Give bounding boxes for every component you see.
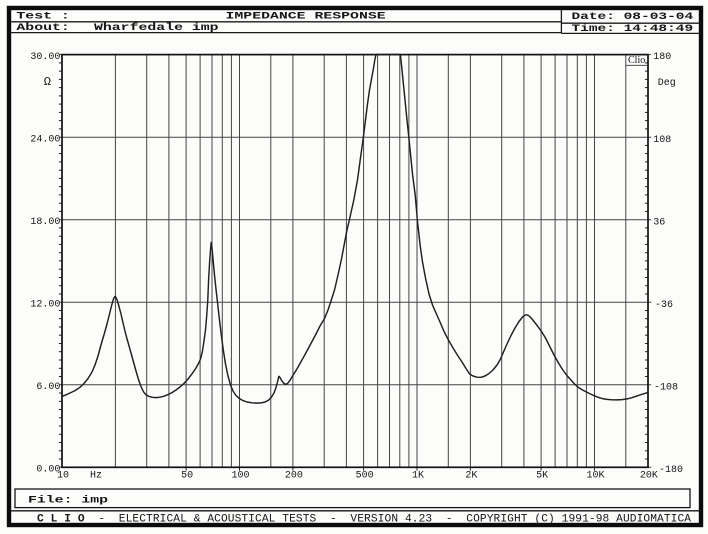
svg-text:Time: 14:48:49: Time: 14:48:49 — [571, 22, 693, 34]
svg-text:50: 50 — [181, 471, 193, 482]
svg-text:C L I O - ELECTRICAL & ACOUS: C L I O - ELECTRICAL & ACOUSTICAL TESTS … — [37, 514, 691, 526]
svg-text:108: 108 — [653, 135, 671, 146]
svg-text:Deg: Deg — [658, 78, 676, 89]
svg-text:12.00: 12.00 — [30, 300, 60, 311]
svg-text:About:: About: — [16, 21, 69, 33]
svg-text:100: 100 — [231, 471, 249, 482]
svg-text:-36: -36 — [655, 300, 673, 311]
svg-text:20K: 20K — [640, 471, 658, 482]
svg-text:180: 180 — [653, 52, 671, 63]
svg-text:Wharfedale imp: Wharfedale imp — [94, 21, 219, 33]
svg-text:200: 200 — [285, 471, 303, 482]
svg-text:2K: 2K — [465, 471, 477, 482]
svg-text:File: imp: File: imp — [28, 494, 108, 506]
svg-text:24.00: 24.00 — [30, 135, 60, 146]
svg-text:-108: -108 — [654, 382, 678, 393]
svg-text:6.00: 6.00 — [36, 382, 60, 393]
svg-text:Date: 08-03-04: Date: 08-03-04 — [571, 10, 693, 22]
svg-text:IMPEDANCE RESPONSE: IMPEDANCE RESPONSE — [226, 10, 386, 22]
svg-text:0.00: 0.00 — [36, 465, 60, 476]
svg-text:5K: 5K — [536, 471, 548, 482]
svg-text:1K: 1K — [412, 471, 424, 482]
svg-text:500: 500 — [356, 471, 374, 482]
svg-text:18.00: 18.00 — [30, 217, 60, 228]
svg-text:Hz: Hz — [90, 471, 102, 482]
svg-text:10K: 10K — [586, 471, 604, 482]
svg-text:-180: -180 — [659, 465, 683, 476]
svg-text:10: 10 — [57, 471, 69, 482]
svg-text:30.00: 30.00 — [30, 52, 60, 63]
svg-text:Ω: Ω — [44, 75, 51, 89]
svg-text:36: 36 — [653, 217, 665, 228]
svg-text:Clio: Clio — [628, 55, 645, 66]
svg-text:Test :: Test : — [16, 10, 69, 22]
